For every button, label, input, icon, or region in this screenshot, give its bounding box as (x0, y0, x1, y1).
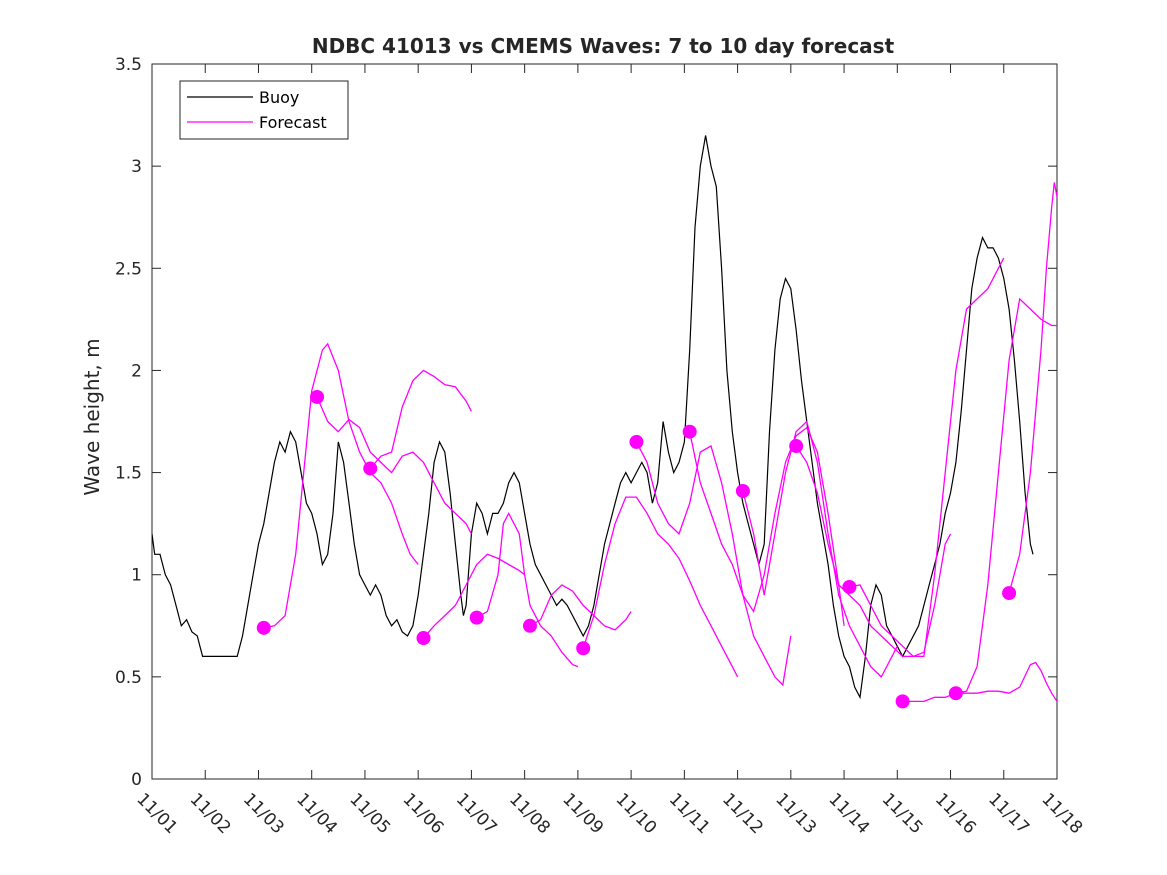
axes-box (151, 63, 1058, 780)
y-tick-label: 3.5 (115, 55, 142, 75)
forecast-start-point (576, 641, 591, 656)
chart-title: NDBC 41013 vs CMEMS Waves: 7 to 10 day f… (312, 34, 895, 58)
forecast-start-point (522, 618, 537, 633)
plot-area: 00.511.522.533.511/01 11/02 11/03 11/04 11/0… (115, 55, 1086, 838)
forecast-run-line (902, 297, 1057, 703)
forecast-run-line (795, 445, 952, 658)
forecast-run-line (1008, 182, 1057, 594)
y-tick-label: 2.5 (115, 259, 142, 279)
forecast-start-point (842, 579, 857, 594)
forecast-run-line (955, 661, 1057, 702)
forecast-run-line (689, 426, 845, 626)
forecast-run-line (742, 420, 898, 678)
forecast-start-point (735, 483, 750, 498)
forecast-run-line (263, 342, 419, 629)
forecast-run-line (476, 511, 579, 668)
forecast-run-line (369, 369, 472, 469)
forecast-start-point (310, 389, 325, 404)
y-axis-label: Wave height, m (80, 338, 104, 495)
buoy-series-line (152, 135, 1034, 700)
y-tick-label: 2 (131, 361, 142, 381)
forecast-start-point (789, 439, 804, 454)
forecast-run-line (582, 496, 739, 678)
forecast-start-point (469, 610, 484, 625)
forecast-start-point (682, 424, 697, 439)
forecast-start-point (629, 434, 644, 449)
legend-label-buoy: Buoy (259, 88, 299, 107)
forecast-run-line (529, 584, 632, 631)
y-tick-label: 1 (131, 566, 142, 586)
forecast-run-line (849, 257, 1005, 658)
forecast-start-point (1002, 586, 1017, 601)
forecast-start-point (363, 461, 378, 476)
legend-box (179, 80, 349, 140)
forecast-start-point (948, 686, 963, 701)
forecast-run-line (423, 553, 525, 639)
forecast-run-line (635, 441, 792, 687)
forecast-start-point (256, 620, 271, 635)
y-tick-label: 1.5 (115, 464, 142, 484)
y-tick-label: 0.5 (115, 668, 142, 688)
legend-label-forecast: Forecast (259, 113, 327, 132)
forecast-run-line (316, 396, 472, 535)
y-tick-label: 3 (131, 157, 142, 177)
forecast-start-point (895, 694, 910, 709)
y-tick-label: 0 (131, 770, 142, 790)
forecast-start-point (416, 631, 431, 646)
